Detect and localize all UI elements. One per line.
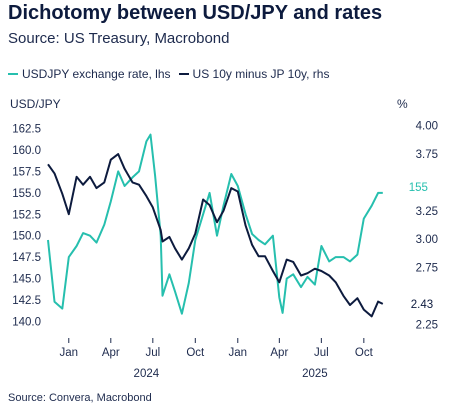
legend-item-spread: US 10y minus JP 10y, rhs [178, 67, 330, 81]
end-labels: 155 2.43 [409, 182, 433, 311]
x-year-label: 2025 [302, 368, 328, 380]
left-tick-label: 147.5 [12, 252, 41, 264]
right-tick-label: 3.25 [416, 206, 438, 218]
left-tick-label: 142.5 [12, 295, 41, 307]
legend-label-spread: US 10y minus JP 10y, rhs [192, 67, 330, 81]
right-tick-label: 3.00 [416, 234, 438, 246]
right-tick-label: 4.00 [416, 121, 438, 133]
usdjpy-line [47, 133, 383, 315]
left-axis-unit: USD/JPY [10, 97, 61, 111]
x-tick-label: Jul [314, 347, 329, 359]
usdjpy-line-end-label: 155 [409, 182, 428, 194]
right-tick-label: 2.25 [416, 319, 438, 331]
left-tick-label: 160.0 [12, 145, 41, 157]
left-tick-label: 145.0 [12, 274, 41, 286]
x-year-label: 2024 [134, 368, 160, 380]
x-tick-label: Oct [186, 347, 205, 359]
right-axis-ticks: 2.25 2.75 3.00 3.25 3.75 4.00 [416, 121, 438, 332]
right-tick-label: 2.75 [416, 263, 438, 275]
left-tick-label: 162.5 [12, 124, 41, 136]
x-tick-label: Apr [270, 347, 288, 359]
left-tick-label: 157.5 [12, 166, 41, 178]
x-tick-label: Oct [355, 347, 374, 359]
x-axis-ticks: Jan Apr Jul Oct Jan Apr Jul Oct 2024 2025 [60, 338, 374, 380]
x-tick-label: Apr [102, 347, 120, 359]
left-tick-label: 140.0 [12, 316, 41, 328]
spread-line-end-label: 2.43 [411, 299, 433, 311]
left-tick-label: 155.0 [12, 188, 41, 200]
right-tick-label: 3.75 [416, 149, 438, 161]
x-tick-label: Jul [145, 347, 160, 359]
x-tick-label: Jan [60, 347, 79, 359]
legend-item-usdjpy: USDJPY exchange rate, lhs [8, 67, 171, 81]
chart-legend: USDJPY exchange rate, lhs US 10y minus J… [8, 67, 337, 81]
left-axis-ticks: 140.0 142.5 145.0 147.5 150.0 152.5 155.0 157.5… [12, 124, 41, 329]
legend-label-usdjpy: USDJPY exchange rate, lhs [22, 67, 171, 81]
series-lines [47, 133, 384, 318]
legend-swatch-usdjpy [8, 73, 18, 75]
x-tick-label: Jan [229, 347, 248, 359]
chart-subtitle: Source: US Treasury, Macrobond [8, 30, 230, 47]
left-tick-label: 152.5 [12, 209, 41, 221]
spread-line [47, 153, 384, 318]
chart-title: Dichotomy between USD/JPY and rates [8, 2, 383, 24]
source-note: Source: Convera, Macrobond [8, 392, 152, 404]
legend-swatch-spread [178, 73, 189, 75]
left-tick-label: 150.0 [12, 231, 41, 243]
right-axis-unit: % [397, 97, 408, 111]
